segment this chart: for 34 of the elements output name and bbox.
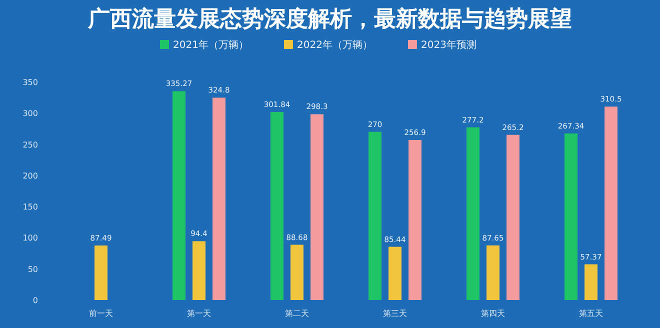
x-tick-label: 第四天 xyxy=(481,309,505,318)
bar xyxy=(310,114,324,300)
x-tick-label: 第三天 xyxy=(383,309,407,318)
legend-label: 2023年预测 xyxy=(421,39,476,51)
bar xyxy=(408,140,422,300)
bar xyxy=(172,91,186,300)
bar xyxy=(604,106,618,300)
y-tick-label: 350 xyxy=(22,78,38,87)
bar xyxy=(290,244,304,300)
bar xyxy=(94,246,108,300)
legend-label: 2022年（万辆） xyxy=(297,39,372,51)
bar xyxy=(270,112,284,300)
x-tick-label: 第二天 xyxy=(285,309,309,318)
y-tick-label: 200 xyxy=(22,171,38,180)
y-tick-label: 0 xyxy=(32,296,38,305)
y-tick-label: 50 xyxy=(28,264,38,274)
bar xyxy=(388,246,402,300)
bar xyxy=(368,132,382,300)
x-tick-label: 第五天 xyxy=(579,309,603,318)
bar xyxy=(564,133,578,300)
bar xyxy=(466,127,480,300)
y-tick-label: 300 xyxy=(22,109,38,118)
bar xyxy=(486,245,500,300)
x-tick-label: 第一天 xyxy=(187,309,211,318)
bar xyxy=(212,98,226,300)
bar xyxy=(584,264,598,300)
bar xyxy=(506,134,520,300)
y-tick-label: 150 xyxy=(22,202,38,212)
x-tick-label: 前一天 xyxy=(89,309,113,318)
legend-label: 2021年（万辆） xyxy=(173,39,248,51)
y-tick-label: 100 xyxy=(22,234,38,243)
chart-title: 广西流量发展态势深度解析，最新数据与趋势展望 xyxy=(87,6,572,32)
y-tick-label: 250 xyxy=(22,140,38,150)
bar xyxy=(192,241,206,300)
